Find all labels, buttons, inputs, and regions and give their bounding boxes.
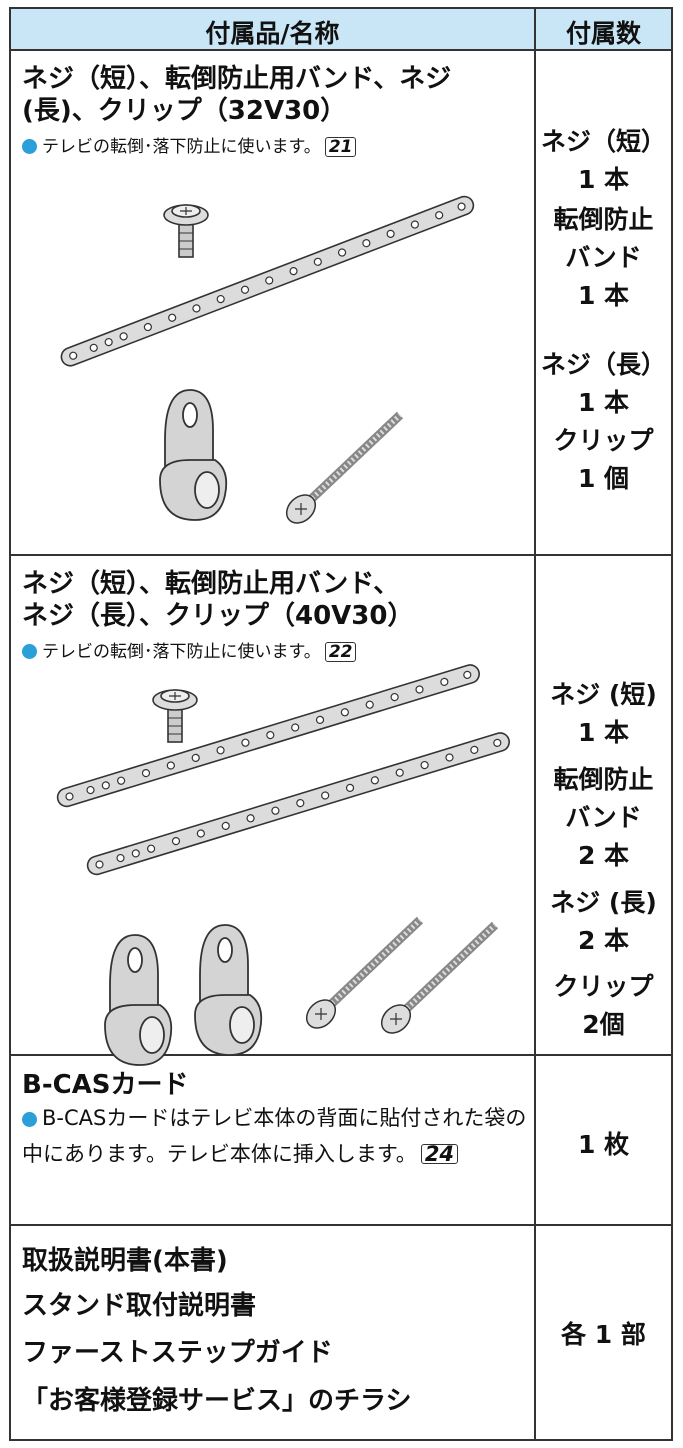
row-title: B-CASカード <box>22 1070 189 1100</box>
note-text: テレビの転倒･落下防止に使います。 <box>42 642 321 662</box>
quantity: 2個 <box>582 1010 625 1039</box>
header-item: 付属品/名称 <box>205 19 340 48</box>
quantity: 2 本 <box>577 841 630 870</box>
quantity: ネジ (長) <box>550 888 657 917</box>
quantity: バンド <box>565 803 642 832</box>
illustration-set-1 <box>57 193 477 529</box>
illustration-set-2 <box>54 661 513 1066</box>
quantity: バンド <box>565 243 642 272</box>
quantity: 1 個 <box>577 464 630 493</box>
quantity: 1 枚 <box>577 1130 630 1159</box>
row-title: 取扱説明書(本書) <box>22 1246 228 1276</box>
quantity: 1 本 <box>577 165 630 194</box>
quantity: 転倒防止 <box>553 765 654 794</box>
quantity: 各 1 部 <box>561 1320 646 1349</box>
quantity: 1 本 <box>577 388 630 417</box>
table-lines <box>9 7 673 1441</box>
row-title: ネジ（長）、クリップ（40V30） <box>22 601 414 631</box>
header-count: 付属数 <box>565 19 641 48</box>
row-title: ネジ（短）、転倒防止用バンド、ネジ <box>22 64 452 94</box>
note: テレビの転倒･落下防止に使います。 22 <box>22 637 357 662</box>
note: B-CASカードはテレビ本体の背面に貼付された袋の中にあります。テレビ本体に挿入… <box>22 1100 537 1172</box>
quantity: 1 本 <box>577 281 630 310</box>
quantity: ネジ（短） <box>540 127 666 156</box>
quantity: クリップ <box>553 426 654 455</box>
row-title: スタンド取付説明書 <box>22 1291 257 1321</box>
note-text: B-CASカードはテレビ本体の背面に貼付された袋の中にあります。テレビ本体に挿入… <box>22 1106 527 1166</box>
quantity: 1 本 <box>577 718 630 747</box>
row-title: (長)、クリップ（32V30） <box>22 96 347 126</box>
page-ref[interactable]: 24 <box>420 1144 459 1165</box>
quantity: 2 本 <box>577 926 630 955</box>
quantity: ネジ（長） <box>540 350 666 379</box>
quantity: クリップ <box>553 972 654 1001</box>
quantity: ネジ (短) <box>550 680 657 709</box>
note: テレビの転倒･落下防止に使います。 21 <box>22 132 357 157</box>
quantity: 転倒防止 <box>553 205 654 234</box>
page-ref[interactable]: 22 <box>324 642 357 662</box>
row-title: 「お客様登録サービス」のチラシ <box>22 1386 412 1416</box>
row-title: ファーストステップガイド <box>22 1338 333 1368</box>
header-bg <box>10 8 672 50</box>
row-title: ネジ（短）、転倒防止用バンド、 <box>22 569 400 599</box>
page-ref[interactable]: 21 <box>324 137 357 157</box>
note-text: テレビの転倒･落下防止に使います。 <box>42 137 321 157</box>
